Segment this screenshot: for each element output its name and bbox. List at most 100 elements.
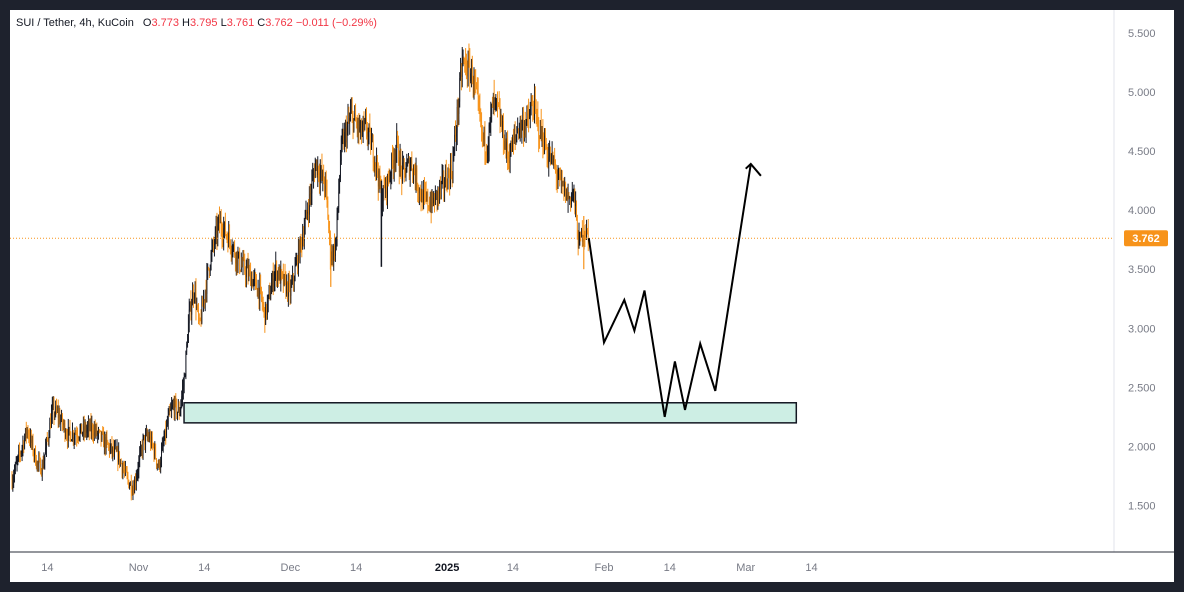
candle-body — [356, 123, 358, 130]
candle-body — [178, 407, 180, 416]
candle-body — [56, 406, 57, 411]
candle-body — [169, 409, 171, 411]
candle-body — [341, 137, 343, 139]
candle-body — [521, 124, 523, 131]
last-price-tag-label: 3.762 — [1132, 233, 1160, 245]
chart-canvas[interactable]: 3.762 1.500 2.000 2.500 3.000 3.500 4.000 4.50… — [10, 10, 1174, 582]
candle-body — [579, 233, 581, 236]
candle-body — [354, 113, 356, 119]
candle-body — [519, 120, 521, 130]
candle-body — [575, 203, 576, 206]
candle-body — [75, 434, 77, 435]
candle-body — [148, 436, 150, 440]
candle-body — [314, 164, 316, 178]
candle-body — [281, 269, 282, 273]
candle-body — [234, 245, 235, 256]
open-value: 3.773 — [151, 17, 179, 29]
candle-body — [261, 287, 262, 298]
candle-body — [572, 190, 574, 195]
candle-body — [205, 291, 207, 294]
time-tick-label: 14 — [507, 562, 519, 574]
candle-body — [203, 299, 204, 307]
candle-body — [336, 213, 338, 237]
candle-body — [63, 423, 65, 426]
price-tick-label: 5.500 — [1128, 28, 1156, 40]
candle-body — [534, 97, 535, 117]
candle-body — [272, 273, 274, 288]
candle-body — [323, 171, 324, 184]
candle-body — [561, 178, 563, 184]
candle-body — [288, 281, 289, 297]
candle-body — [78, 437, 80, 439]
candle-body — [555, 164, 556, 169]
candle-body — [387, 175, 388, 197]
candle-body — [505, 141, 507, 152]
candle-body — [271, 284, 272, 294]
low-value: 3.761 — [226, 17, 255, 29]
candle-body — [223, 228, 225, 239]
candle-body — [526, 112, 528, 122]
candle-body — [290, 285, 292, 296]
candle-body — [256, 278, 257, 290]
candle-body — [367, 132, 369, 137]
demand-zone-rect[interactable] — [183, 402, 798, 424]
candle-body — [226, 235, 228, 238]
candle-body — [347, 118, 349, 127]
candle-body — [41, 473, 42, 475]
candle-body — [318, 166, 319, 177]
candle-body — [574, 189, 576, 206]
candle-body — [176, 401, 177, 415]
candle-body — [434, 197, 435, 205]
candle-body — [136, 473, 138, 479]
candle-body — [193, 295, 195, 299]
candle-body — [498, 102, 499, 105]
candle-body — [86, 430, 88, 433]
candle-body — [464, 60, 466, 62]
candle-body — [393, 160, 394, 168]
candle-body — [133, 488, 135, 494]
candle-body — [345, 128, 347, 143]
candle-body — [500, 120, 502, 125]
candle-body — [335, 236, 337, 245]
candle-body — [124, 469, 125, 471]
candle-body — [571, 194, 573, 196]
candle-body — [273, 278, 275, 288]
candle-body — [204, 299, 205, 301]
candle-body — [108, 444, 109, 446]
candle-body — [79, 429, 81, 438]
candle-body — [403, 162, 404, 163]
candle-body — [419, 188, 420, 194]
candle-body — [560, 173, 561, 180]
candle-body — [225, 235, 227, 236]
candle-body — [92, 425, 93, 434]
candle-body — [114, 447, 116, 449]
candle-body — [76, 434, 78, 437]
candle-body — [315, 160, 317, 165]
candle-body — [366, 119, 367, 132]
candle-body — [331, 250, 333, 262]
candle-body — [99, 430, 100, 432]
candle-body — [130, 482, 131, 486]
candle-body — [480, 116, 482, 118]
candle-body — [43, 460, 45, 468]
candle-body — [306, 210, 308, 214]
candle-body — [302, 237, 303, 247]
symbol-title[interactable]: SUI / Tether, 4h, KuCoin — [16, 17, 134, 29]
candle-body — [52, 403, 54, 406]
projection-path[interactable] — [587, 163, 752, 418]
candle-body — [241, 264, 243, 266]
candle-body — [531, 105, 533, 107]
candle-body — [469, 61, 471, 81]
candle-body — [479, 106, 481, 117]
candle-body — [584, 232, 586, 236]
candle-body — [586, 228, 587, 238]
candle-body — [74, 434, 76, 438]
candle-body — [312, 175, 314, 180]
candle-body — [161, 449, 162, 463]
candle-body — [46, 438, 48, 440]
candle-body — [230, 240, 231, 250]
candle-body — [85, 425, 87, 433]
candle-body — [182, 389, 183, 397]
candle-body — [389, 175, 391, 180]
candle-body — [93, 433, 94, 436]
